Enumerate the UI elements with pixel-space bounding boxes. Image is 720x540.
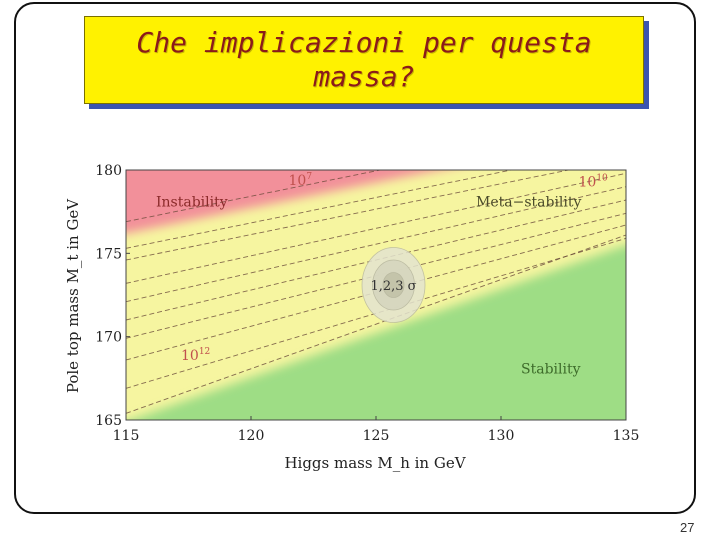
page-number: 27 xyxy=(680,520,695,535)
contour-line-3 xyxy=(126,170,571,261)
contour-line-4 xyxy=(126,172,626,284)
region-label-meta-stability: Meta−stability xyxy=(476,195,582,211)
y-tick-label: 165 xyxy=(95,413,122,429)
x-tick-label: 115 xyxy=(113,428,140,444)
contour-line-10 xyxy=(126,234,626,414)
contour-line-9 xyxy=(126,237,626,389)
contour-label-1e7: 107 xyxy=(289,172,313,189)
x-tick-label: 120 xyxy=(238,428,265,444)
contour-label-1e10: 1010 xyxy=(579,174,609,191)
y-tick-label: 180 xyxy=(95,163,122,179)
x-tick-label: 135 xyxy=(613,428,640,444)
instability-region xyxy=(126,170,438,234)
slide-title: Che implicazioni per questa massa? xyxy=(84,16,644,104)
title-line-2: massa? xyxy=(313,60,415,93)
slide-frame xyxy=(14,2,696,514)
contour-line-5 xyxy=(126,186,626,303)
region-label-stability: Stability xyxy=(521,361,581,377)
measurement-label: 1,2,3 σ xyxy=(370,279,416,294)
title-line-1: Che implicazioni per questa xyxy=(136,26,592,59)
x-tick-label: 125 xyxy=(363,428,390,444)
sigma-1-ellipse xyxy=(382,272,405,298)
x-axis-title: Higgs mass M_h in GeV xyxy=(284,454,466,472)
y-tick-label: 175 xyxy=(95,246,122,262)
x-tick-label: 130 xyxy=(488,428,515,444)
region-label-instability: Instability xyxy=(156,195,228,211)
stability-region xyxy=(130,245,626,420)
contour-label-1e12: 1012 xyxy=(181,347,210,364)
y-tick-label: 170 xyxy=(95,330,122,346)
